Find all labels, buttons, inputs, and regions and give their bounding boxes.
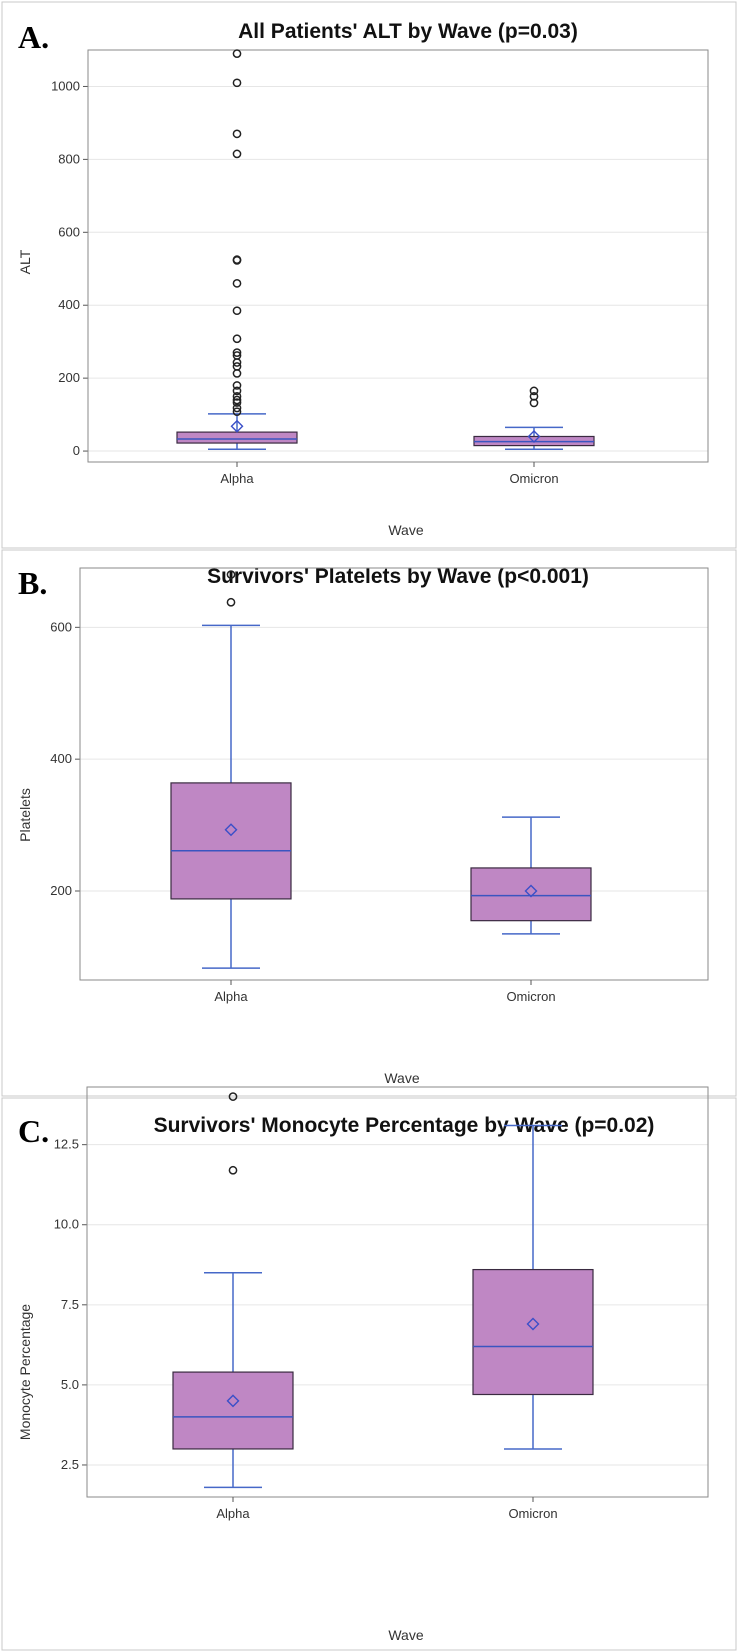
- mean-marker-alpha: [230, 419, 244, 433]
- outlier-point-alpha: [226, 597, 236, 607]
- outlier-point-alpha: [232, 78, 242, 88]
- panel-letter-a: A.: [18, 19, 49, 55]
- x-axis-label-c: Wave: [388, 1627, 423, 1643]
- panel-b: B. Survivors' Platelets by Wave (p<0.001…: [1, 549, 737, 1097]
- x-tick-label-omicron: Omicron: [506, 989, 555, 1004]
- outlier-point-alpha: [232, 407, 242, 417]
- y-tick-label-c: 5.0: [61, 1377, 79, 1392]
- y-tick-label-a: 600: [58, 224, 80, 239]
- y-axis-label-b: Platelets: [17, 788, 33, 842]
- outlier-point-alpha: [232, 149, 242, 159]
- y-tick-label-a: 200: [58, 370, 80, 385]
- x-tick-label-omicron: Omicron: [508, 1506, 557, 1521]
- outlier-point-alpha: [232, 49, 242, 58]
- outlier-point-alpha: [232, 369, 242, 378]
- panel-b-border: [1, 549, 737, 1097]
- x-tick-label-alpha: Alpha: [214, 989, 248, 1004]
- outlier-point-alpha: [232, 392, 242, 401]
- plot-area-c: 2.5 5.0 7.5 10.0 12.5 Alpha Omicron: [54, 1086, 709, 1521]
- x-axis-label-a: Wave: [388, 522, 423, 538]
- panel-letter-c: C.: [18, 1113, 49, 1149]
- y-tick-label-c: 12.5: [54, 1137, 79, 1152]
- x-axis-label-b: Wave: [384, 1070, 419, 1086]
- outlier-point-omicron: [529, 398, 539, 408]
- outlier-point-alpha: [232, 403, 242, 413]
- y-tick-label-b: 600: [50, 619, 72, 634]
- y-tick-label-c: 2.5: [61, 1457, 79, 1472]
- outlier-point-alpha: [232, 398, 242, 407]
- box-omicron: [472, 1268, 594, 1396]
- x-tick-label-omicron: Omicron: [509, 471, 558, 486]
- mean-marker-omicron: [524, 884, 538, 898]
- chart-title-c: Survivors' Monocyte Percentage by Wave (…: [154, 1114, 655, 1137]
- panel-a: A. All Patients' ALT by Wave (p=0.03) 0 2…: [1, 1, 737, 549]
- y-tick-label-a: 800: [58, 151, 80, 166]
- panel-c-border: [1, 1097, 737, 1651]
- outlier-point-alpha: [232, 278, 242, 288]
- y-axis-label-a: ALT: [17, 249, 33, 274]
- outlier-point-alpha: [232, 334, 242, 344]
- outlier-point-alpha: [232, 256, 242, 265]
- outlier-point-alpha: [232, 348, 242, 357]
- y-tick-label-a: 0: [73, 443, 80, 458]
- plot-frame-a: [87, 49, 709, 463]
- chart-title-a: All Patients' ALT by Wave (p=0.03): [238, 20, 578, 43]
- outlier-point-alpha: [232, 381, 242, 390]
- x-tick-label-alpha: Alpha: [216, 1506, 250, 1521]
- outlier-point-alpha: [232, 386, 242, 396]
- chart-title-b: Survivors' Platelets by Wave (p<0.001): [207, 565, 589, 588]
- outlier-point-alpha: [232, 129, 242, 139]
- outlier-point-alpha: [232, 306, 242, 316]
- y-tick-label-b: 400: [50, 751, 72, 766]
- plot-frame-b: [79, 567, 709, 981]
- outlier-point-omicron: [529, 386, 539, 396]
- mean-marker-omicron: [526, 1317, 540, 1331]
- y-tick-label-a: 400: [58, 297, 80, 312]
- box-alpha: [176, 431, 298, 444]
- box-omicron: [470, 867, 592, 922]
- panel-c: C. Survivors' Monocyte Percentage by Wav…: [1, 1086, 737, 1651]
- panel-letter-b: B.: [18, 565, 47, 601]
- mean-marker-omicron: [527, 429, 541, 443]
- outlier-point-alpha: [228, 1165, 238, 1175]
- box-alpha: [172, 1371, 294, 1450]
- plot-frame-c: [86, 1086, 709, 1498]
- box-alpha: [170, 782, 292, 900]
- y-tick-label-c: 7.5: [61, 1297, 79, 1312]
- outlier-point-alpha: [226, 570, 236, 579]
- outlier-point-alpha: [232, 395, 242, 405]
- outlier-point-alpha: [232, 358, 242, 367]
- outlier-point-alpha: [228, 1092, 238, 1101]
- mean-marker-alpha: [224, 823, 238, 837]
- y-tick-label-b: 200: [50, 883, 72, 898]
- x-tick-label-alpha: Alpha: [220, 471, 254, 486]
- mean-marker-alpha: [226, 1394, 240, 1408]
- y-axis-label-c: Monocyte Percentage: [17, 1304, 33, 1440]
- y-tick-label-a: 1000: [51, 78, 80, 93]
- plot-area-a: 0 200 400 600 800 1000 Alpha Omicron: [51, 49, 709, 486]
- panel-a-border: [1, 1, 737, 549]
- plot-area-b: 200 400 600 Alpha Omicron: [50, 567, 709, 1004]
- y-tick-label-c: 10.0: [54, 1217, 79, 1232]
